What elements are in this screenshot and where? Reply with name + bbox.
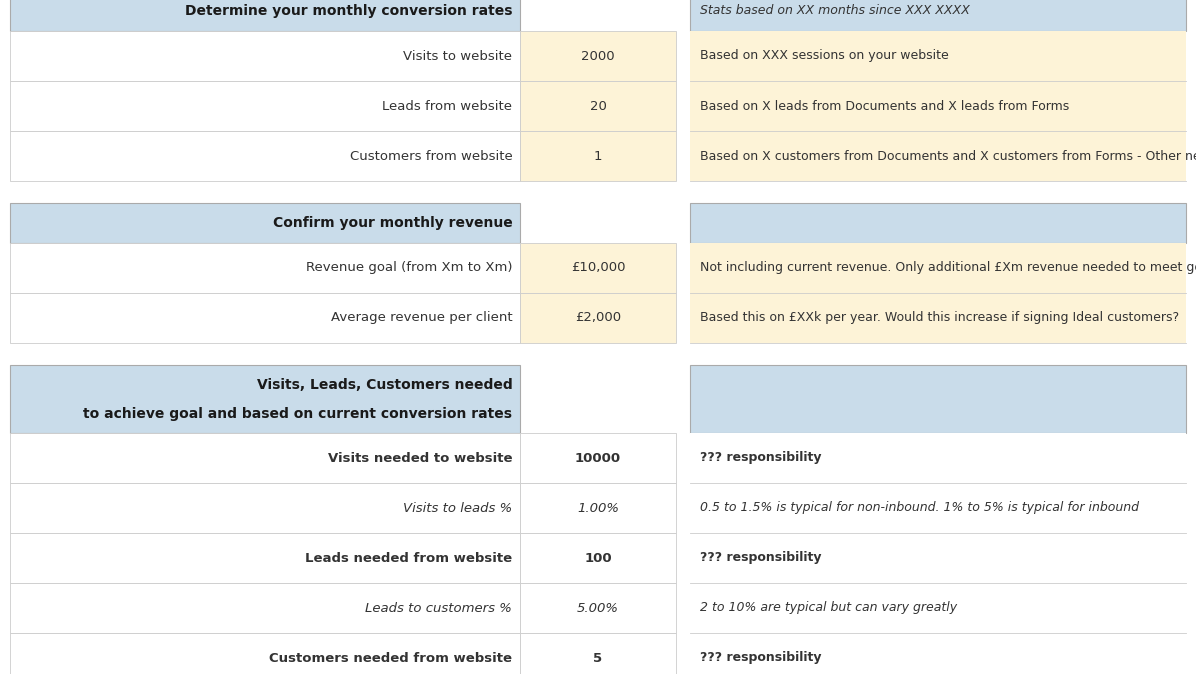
Text: 0.5 to 1.5% is typical for non-inbound. 1% to 5% is typical for inbound: 0.5 to 1.5% is typical for non-inbound. … (700, 501, 1139, 514)
Bar (10, 31, 520, 81)
Bar (690, 131, 1186, 181)
Bar (520, 243, 676, 293)
Bar (690, 81, 1186, 131)
Bar (10, 293, 520, 343)
Bar (690, 583, 1186, 633)
Bar (520, 81, 676, 131)
Text: ??? responsibility: ??? responsibility (700, 652, 822, 665)
Bar (690, 633, 1186, 674)
Text: 20: 20 (590, 100, 606, 113)
Bar (10, 81, 520, 131)
Bar (10, 583, 520, 633)
Bar (10, 433, 520, 483)
Text: 2 to 10% are typical but can vary greatly: 2 to 10% are typical but can vary greatl… (700, 601, 957, 615)
Text: 1.00%: 1.00% (576, 501, 620, 514)
Bar (10, 633, 520, 674)
Bar (520, 583, 676, 633)
Text: ??? responsibility: ??? responsibility (700, 551, 822, 565)
Text: Stats based on XX months since XXX XXXX: Stats based on XX months since XXX XXXX (700, 5, 970, 18)
Text: Not including current revenue. Only additional £Xm revenue needed to meet goal: Not including current revenue. Only addi… (700, 262, 1196, 274)
Bar (690, 31, 1186, 81)
Bar (520, 633, 676, 674)
Bar (690, 0, 1186, 31)
Bar (690, 365, 1186, 433)
Bar (10, 243, 520, 293)
Bar (690, 293, 1186, 343)
Text: Leads needed from website: Leads needed from website (305, 551, 512, 565)
Bar (10, 483, 520, 533)
Text: 100: 100 (584, 551, 612, 565)
Bar (10, 0, 520, 31)
Bar (10, 365, 520, 433)
Bar (520, 31, 676, 81)
Text: 2000: 2000 (581, 49, 615, 63)
Text: 5: 5 (593, 652, 603, 665)
Text: to achieve goal and based on current conversion rates: to achieve goal and based on current con… (84, 407, 512, 421)
Bar (690, 433, 1186, 483)
Text: Customers from website: Customers from website (349, 150, 512, 162)
Bar (520, 131, 676, 181)
Text: ??? responsibility: ??? responsibility (700, 452, 822, 464)
Text: Visits to leads %: Visits to leads % (403, 501, 512, 514)
Text: Determine your monthly conversion rates: Determine your monthly conversion rates (184, 4, 512, 18)
Text: Visits needed to website: Visits needed to website (328, 452, 512, 464)
Text: 10000: 10000 (575, 452, 621, 464)
Text: Confirm your monthly revenue: Confirm your monthly revenue (273, 216, 512, 230)
Bar (520, 293, 676, 343)
Bar (520, 533, 676, 583)
Bar (690, 243, 1186, 293)
Text: Leads from website: Leads from website (383, 100, 512, 113)
Text: £2,000: £2,000 (575, 311, 621, 324)
Text: Revenue goal (from Xm to Xm): Revenue goal (from Xm to Xm) (306, 262, 512, 274)
Text: 5.00%: 5.00% (576, 601, 620, 615)
Text: Based on X leads from Documents and X leads from Forms: Based on X leads from Documents and X le… (700, 100, 1069, 113)
Bar (10, 533, 520, 583)
Text: Based this on £XXk per year. Would this increase if signing Ideal customers?: Based this on £XXk per year. Would this … (700, 311, 1179, 324)
Bar (690, 203, 1186, 243)
Text: £10,000: £10,000 (570, 262, 626, 274)
Text: Based on XXX sessions on your website: Based on XXX sessions on your website (700, 49, 948, 63)
Bar (690, 483, 1186, 533)
Text: Leads to customers %: Leads to customers % (366, 601, 512, 615)
Text: Visits to website: Visits to website (403, 49, 512, 63)
Text: 1: 1 (593, 150, 603, 162)
Text: Visits, Leads, Customers needed: Visits, Leads, Customers needed (256, 378, 512, 392)
Bar (520, 483, 676, 533)
Text: Based on X customers from Documents and X customers from Forms - Other new custo: Based on X customers from Documents and … (700, 150, 1196, 162)
Bar (690, 533, 1186, 583)
Bar (10, 203, 520, 243)
Bar (10, 131, 520, 181)
Bar (520, 433, 676, 483)
Text: Average revenue per client: Average revenue per client (330, 311, 512, 324)
Text: Customers needed from website: Customers needed from website (269, 652, 512, 665)
